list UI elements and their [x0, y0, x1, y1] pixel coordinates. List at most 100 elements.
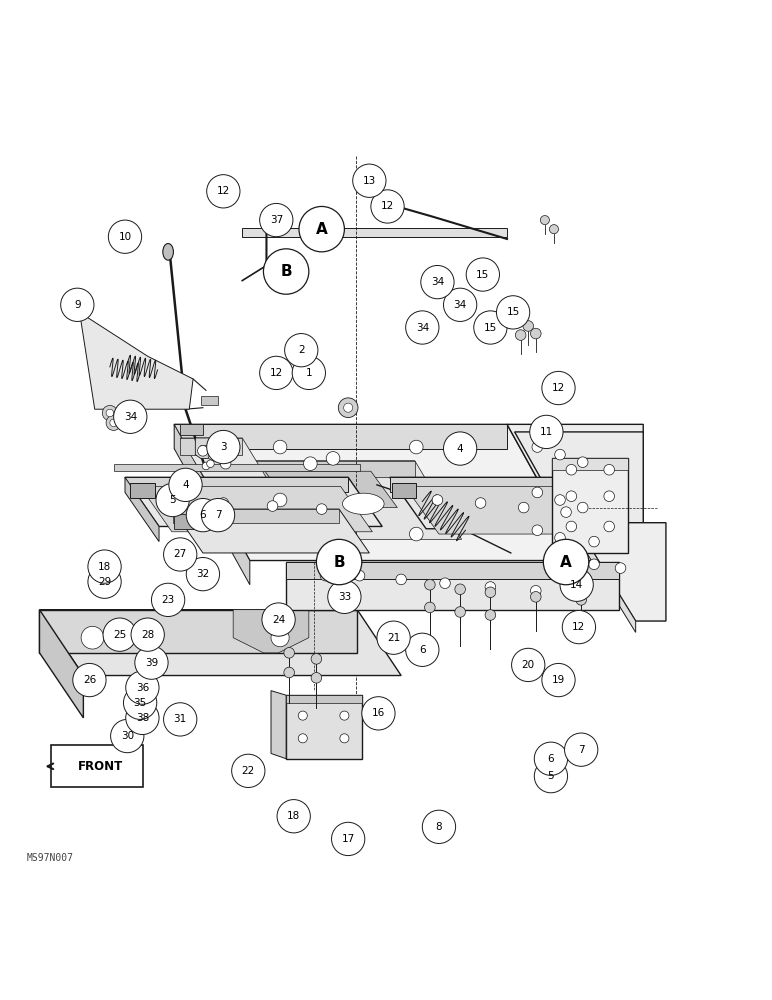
Circle shape: [207, 460, 215, 467]
Polygon shape: [233, 610, 309, 653]
Text: 7: 7: [215, 510, 222, 520]
Polygon shape: [174, 424, 250, 585]
Text: 32: 32: [196, 569, 209, 579]
Circle shape: [534, 760, 567, 793]
Circle shape: [523, 321, 533, 331]
Circle shape: [534, 742, 567, 775]
Polygon shape: [507, 424, 643, 561]
Circle shape: [405, 311, 439, 344]
Polygon shape: [201, 446, 219, 453]
Circle shape: [340, 734, 349, 743]
Polygon shape: [575, 523, 666, 621]
Circle shape: [311, 672, 322, 683]
Circle shape: [298, 711, 307, 720]
Text: A: A: [560, 555, 572, 570]
Text: 28: 28: [141, 630, 154, 640]
FancyBboxPatch shape: [51, 745, 143, 787]
Circle shape: [576, 595, 587, 605]
Circle shape: [409, 527, 423, 541]
Text: 26: 26: [83, 675, 96, 685]
Polygon shape: [526, 481, 579, 491]
Circle shape: [485, 610, 496, 620]
Text: 3: 3: [220, 442, 227, 452]
Circle shape: [516, 330, 526, 340]
Polygon shape: [173, 509, 339, 523]
Circle shape: [604, 464, 615, 475]
Circle shape: [532, 442, 543, 452]
Polygon shape: [174, 424, 583, 561]
Circle shape: [564, 733, 598, 766]
Text: 9: 9: [74, 300, 80, 310]
Circle shape: [102, 405, 117, 421]
Circle shape: [540, 216, 550, 225]
Circle shape: [106, 409, 113, 417]
Circle shape: [589, 559, 599, 570]
Polygon shape: [286, 562, 619, 579]
Text: 34: 34: [124, 412, 137, 422]
Polygon shape: [125, 477, 382, 526]
Text: 21: 21: [387, 633, 400, 643]
Circle shape: [530, 328, 541, 339]
Circle shape: [443, 432, 477, 465]
Circle shape: [232, 754, 265, 787]
Text: 16: 16: [372, 708, 385, 718]
Circle shape: [202, 462, 210, 470]
Circle shape: [317, 504, 327, 514]
Circle shape: [466, 258, 499, 291]
Polygon shape: [113, 464, 360, 471]
Polygon shape: [430, 502, 462, 521]
Text: 34: 34: [415, 323, 429, 333]
Polygon shape: [39, 610, 357, 653]
Circle shape: [562, 610, 595, 644]
Circle shape: [208, 452, 216, 460]
Circle shape: [440, 578, 450, 589]
Polygon shape: [180, 438, 242, 455]
Text: 38: 38: [136, 713, 149, 723]
Polygon shape: [515, 432, 643, 553]
Circle shape: [207, 430, 240, 464]
Polygon shape: [242, 228, 507, 237]
Polygon shape: [39, 610, 401, 676]
Circle shape: [259, 356, 293, 390]
Polygon shape: [553, 458, 628, 470]
Circle shape: [263, 249, 309, 294]
Circle shape: [496, 296, 530, 329]
Circle shape: [156, 483, 189, 517]
Circle shape: [344, 403, 353, 412]
Circle shape: [589, 536, 599, 547]
Text: 2: 2: [298, 345, 305, 355]
Circle shape: [455, 607, 466, 617]
Circle shape: [396, 574, 406, 585]
Text: 27: 27: [174, 549, 187, 559]
Text: 34: 34: [431, 277, 444, 287]
Circle shape: [151, 583, 185, 617]
Circle shape: [485, 582, 496, 592]
Circle shape: [530, 592, 541, 602]
Text: A: A: [316, 222, 327, 237]
Polygon shape: [575, 477, 611, 544]
Polygon shape: [195, 438, 216, 458]
Circle shape: [425, 579, 435, 590]
Circle shape: [169, 468, 202, 502]
Text: 39: 39: [145, 658, 158, 668]
Text: 5: 5: [547, 771, 554, 781]
Circle shape: [443, 288, 477, 321]
Text: 25: 25: [113, 630, 127, 640]
Ellipse shape: [343, 493, 384, 514]
Circle shape: [88, 565, 121, 598]
Circle shape: [566, 521, 577, 532]
Circle shape: [542, 663, 575, 697]
Text: 10: 10: [118, 232, 131, 242]
Text: 22: 22: [242, 766, 255, 776]
Circle shape: [530, 585, 541, 596]
Circle shape: [555, 495, 565, 505]
Circle shape: [117, 740, 137, 760]
Circle shape: [124, 686, 157, 719]
Circle shape: [259, 203, 293, 237]
Circle shape: [405, 633, 439, 666]
Text: 7: 7: [578, 745, 584, 755]
Text: 18: 18: [98, 562, 111, 572]
Circle shape: [328, 580, 361, 613]
Text: 15: 15: [484, 323, 497, 333]
Circle shape: [555, 449, 565, 460]
